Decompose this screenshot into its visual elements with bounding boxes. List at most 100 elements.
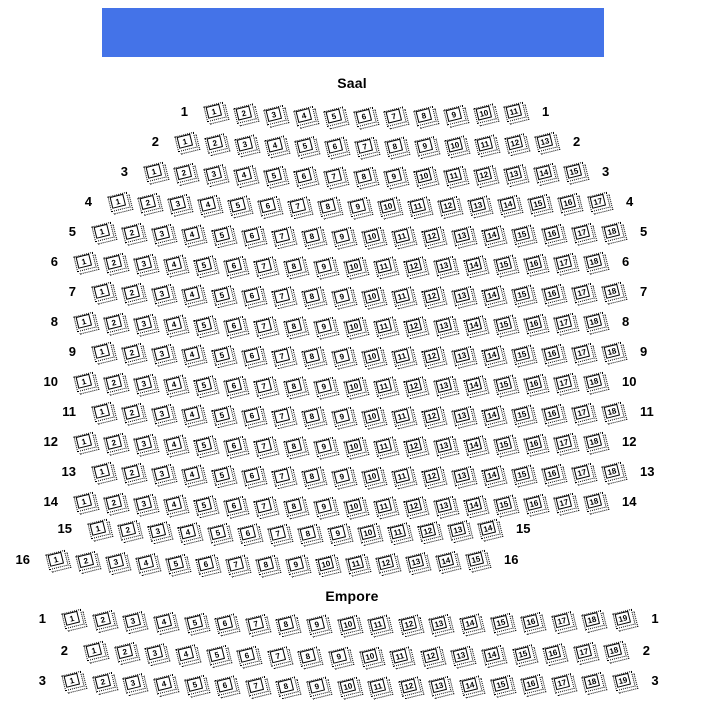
seat-saal-r12-s14[interactable]: 14 <box>463 435 490 459</box>
seat-empore-r1-s2[interactable]: 2 <box>92 610 119 633</box>
seat-saal-r9-s18[interactable]: 18 <box>601 341 628 365</box>
seat-saal-r14-s2[interactable]: 2 <box>103 492 130 516</box>
seat-saal-r10-s3[interactable]: 3 <box>133 373 160 397</box>
seat-saal-r9-s3[interactable]: 3 <box>151 343 178 367</box>
seat-saal-r14-s7[interactable]: 7 <box>253 496 280 520</box>
seat-saal-r3-s12[interactable]: 12 <box>473 165 500 189</box>
seat-saal-r9-s9[interactable]: 9 <box>331 346 358 370</box>
seat-saal-r8-s8[interactable]: 8 <box>283 316 310 340</box>
seat-saal-r13-s16[interactable]: 16 <box>541 463 568 487</box>
seat-saal-r15-s5[interactable]: 5 <box>207 523 234 546</box>
seat-saal-r6-s5[interactable]: 5 <box>193 255 220 279</box>
seat-empore-r2-s12[interactable]: 12 <box>420 646 447 670</box>
seat-empore-r2-s11[interactable]: 11 <box>389 646 416 670</box>
seat-empore-r2-s18[interactable]: 18 <box>603 640 630 664</box>
seat-saal-r2-s7[interactable]: 7 <box>354 136 381 160</box>
seat-saal-r4-s9[interactable]: 9 <box>347 196 374 220</box>
seat-saal-r6-s2[interactable]: 2 <box>103 252 130 276</box>
seat-saal-r14-s10[interactable]: 10 <box>343 496 370 520</box>
seat-saal-r12-s4[interactable]: 4 <box>163 434 190 458</box>
seat-empore-r3-s5[interactable]: 5 <box>184 674 210 698</box>
seat-saal-r12-s15[interactable]: 15 <box>493 434 520 458</box>
seat-saal-r7-s7[interactable]: 7 <box>271 286 298 310</box>
seat-saal-r1-s9[interactable]: 9 <box>443 105 470 128</box>
seat-saal-r9-s4[interactable]: 4 <box>181 344 208 368</box>
seat-saal-r2-s3[interactable]: 3 <box>234 134 261 158</box>
seat-saal-r10-s8[interactable]: 8 <box>283 376 310 400</box>
seat-empore-r2-s1[interactable]: 1 <box>83 640 110 664</box>
seat-saal-r8-s15[interactable]: 15 <box>493 314 520 338</box>
seat-saal-r6-s3[interactable]: 3 <box>133 253 160 277</box>
seat-saal-r5-s18[interactable]: 18 <box>601 221 628 245</box>
seat-saal-r5-s1[interactable]: 1 <box>91 221 118 245</box>
seat-saal-r8-s9[interactable]: 9 <box>313 316 340 340</box>
seat-saal-r16-s12[interactable]: 12 <box>375 553 402 577</box>
seat-saal-r8-s3[interactable]: 3 <box>133 313 160 337</box>
seat-saal-r1-s6[interactable]: 6 <box>353 106 380 130</box>
seat-saal-r8-s11[interactable]: 11 <box>373 316 400 340</box>
seat-empore-r3-s9[interactable]: 9 <box>306 676 333 700</box>
seat-saal-r12-s18[interactable]: 18 <box>583 431 610 455</box>
seat-saal-r13-s6[interactable]: 6 <box>241 466 268 489</box>
seat-empore-r1-s15[interactable]: 15 <box>489 612 516 636</box>
seat-saal-r8-s2[interactable]: 2 <box>103 312 130 336</box>
seat-saal-r10-s10[interactable]: 10 <box>343 376 370 400</box>
seat-saal-r2-s6[interactable]: 6 <box>324 136 351 160</box>
seat-saal-r2-s8[interactable]: 8 <box>384 136 411 160</box>
seat-saal-r6-s15[interactable]: 15 <box>493 254 520 278</box>
seat-empore-r2-s10[interactable]: 10 <box>359 646 385 670</box>
seat-saal-r12-s17[interactable]: 17 <box>553 432 580 456</box>
seat-saal-r3-s14[interactable]: 14 <box>533 163 560 186</box>
seat-saal-r12-s7[interactable]: 7 <box>253 436 280 460</box>
seat-saal-r13-s18[interactable]: 18 <box>601 461 628 485</box>
seat-empore-r1-s11[interactable]: 11 <box>367 614 394 638</box>
seat-saal-r3-s13[interactable]: 13 <box>503 164 530 188</box>
seat-saal-r2-s4[interactable]: 4 <box>264 135 291 159</box>
seat-saal-r10-s2[interactable]: 2 <box>103 372 130 396</box>
seat-saal-r8-s14[interactable]: 14 <box>463 315 490 339</box>
seat-saal-r15-s6[interactable]: 6 <box>237 523 264 547</box>
seat-saal-r9-s8[interactable]: 8 <box>301 346 328 370</box>
seat-saal-r11-s17[interactable]: 17 <box>571 402 598 426</box>
seat-saal-r7-s3[interactable]: 3 <box>151 283 178 307</box>
seat-saal-r16-s8[interactable]: 8 <box>255 554 282 578</box>
seat-saal-r14-s5[interactable]: 5 <box>193 495 220 519</box>
seat-saal-r1-s11[interactable]: 11 <box>503 101 530 125</box>
seat-saal-r4-s13[interactable]: 13 <box>467 195 494 219</box>
seat-saal-r13-s8[interactable]: 8 <box>301 466 328 490</box>
seat-saal-r4-s4[interactable]: 4 <box>197 194 224 218</box>
seat-saal-r3-s8[interactable]: 8 <box>353 166 380 190</box>
seat-saal-r4-s8[interactable]: 8 <box>317 196 344 220</box>
seat-saal-r5-s4[interactable]: 4 <box>181 224 208 248</box>
seat-saal-r13-s10[interactable]: 10 <box>361 466 388 490</box>
seat-saal-r10-s18[interactable]: 18 <box>583 371 610 395</box>
seat-saal-r13-s13[interactable]: 13 <box>451 466 478 489</box>
seat-empore-r1-s8[interactable]: 8 <box>275 614 302 638</box>
seat-saal-r5-s5[interactable]: 5 <box>211 225 238 249</box>
seat-saal-r4-s15[interactable]: 15 <box>527 194 554 217</box>
seat-saal-r5-s12[interactable]: 12 <box>421 226 448 250</box>
seat-saal-r3-s15[interactable]: 15 <box>563 161 590 185</box>
seat-saal-r6-s6[interactable]: 6 <box>223 256 250 279</box>
seat-saal-r12-s5[interactable]: 5 <box>193 435 220 459</box>
seat-saal-r8-s16[interactable]: 16 <box>523 313 550 337</box>
seat-saal-r4-s16[interactable]: 16 <box>557 193 584 216</box>
seat-saal-r11-s4[interactable]: 4 <box>181 404 208 428</box>
seat-saal-r16-s9[interactable]: 9 <box>285 554 312 578</box>
seat-saal-r13-s2[interactable]: 2 <box>121 462 148 486</box>
seat-saal-r7-s4[interactable]: 4 <box>181 284 208 308</box>
seat-saal-r12-s13[interactable]: 13 <box>433 436 460 459</box>
seat-saal-r5-s11[interactable]: 11 <box>391 226 418 250</box>
seat-saal-r7-s8[interactable]: 8 <box>301 286 328 310</box>
seat-saal-r12-s11[interactable]: 11 <box>373 436 400 460</box>
seat-saal-r6-s16[interactable]: 16 <box>523 253 550 277</box>
seat-saal-r12-s8[interactable]: 8 <box>283 436 310 460</box>
seat-saal-r16-s14[interactable]: 14 <box>435 551 462 574</box>
seat-saal-r15-s8[interactable]: 8 <box>297 523 324 547</box>
seat-saal-r1-s5[interactable]: 5 <box>323 106 350 130</box>
seat-saal-r5-s13[interactable]: 13 <box>451 226 478 249</box>
seat-empore-r1-s5[interactable]: 5 <box>184 612 210 636</box>
seat-empore-r1-s17[interactable]: 17 <box>551 611 578 635</box>
seat-saal-r8-s6[interactable]: 6 <box>223 316 250 339</box>
seat-saal-r7-s5[interactable]: 5 <box>211 285 238 309</box>
